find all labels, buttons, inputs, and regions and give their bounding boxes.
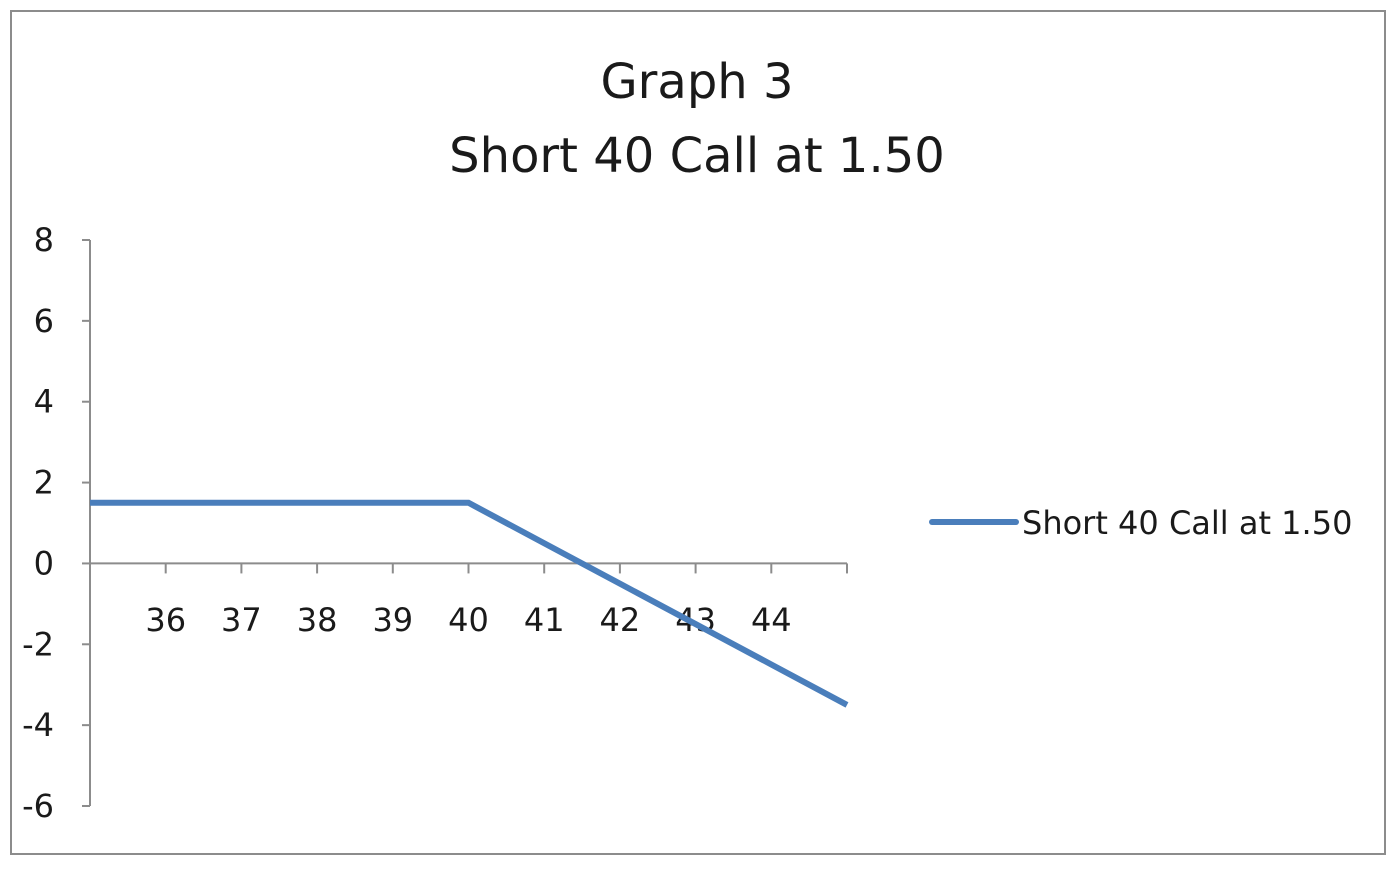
y-tick-label: 0 — [34, 544, 54, 582]
axes — [82, 239, 848, 807]
x-tick-label: 38 — [297, 601, 338, 639]
legend[interactable]: Short 40 Call at 1.50 — [929, 504, 1352, 542]
chart-title: Graph 3 — [600, 54, 793, 110]
y-tick-labels: -6 -4 -2 0 2 4 6 8 — [22, 221, 54, 825]
legend-label: Short 40 Call at 1.50 — [1022, 504, 1352, 542]
y-tick-label: 6 — [34, 302, 54, 340]
y-tick-label: -4 — [22, 706, 54, 744]
x-tick-label: 37 — [221, 601, 262, 639]
series-lines — [90, 499, 849, 708]
x-tick-label: 44 — [751, 601, 792, 639]
y-tick-label: -6 — [22, 787, 54, 825]
y-tick-label: -2 — [22, 625, 54, 663]
y-tick-label: 2 — [34, 464, 54, 502]
x-tick-labels: 36 37 38 39 40 41 42 43 44 — [145, 601, 791, 639]
x-tick-label: 36 — [145, 601, 186, 639]
x-tick-label: 41 — [524, 601, 565, 639]
x-tick-label: 42 — [600, 601, 641, 639]
x-tick-label: 39 — [372, 601, 413, 639]
y-tick-label: 8 — [34, 221, 54, 259]
x-tick-label: 40 — [448, 601, 489, 639]
chart-subtitle: Short 40 Call at 1.50 — [449, 128, 945, 184]
chart-frame — [10, 10, 1386, 855]
series-line — [90, 499, 849, 708]
y-tick-label: 4 — [34, 383, 54, 421]
